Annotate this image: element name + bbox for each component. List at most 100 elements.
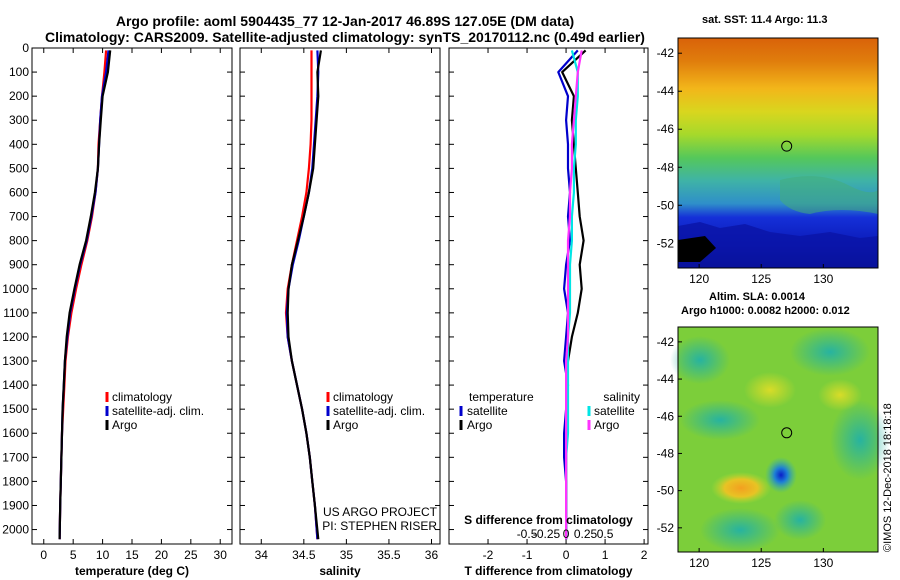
depth-tick-label: 1700 — [2, 450, 29, 464]
sst-ytick-label: -48 — [657, 160, 675, 174]
temp-xtick-label: 15 — [125, 548, 139, 562]
depth-tick-label: 800 — [9, 234, 29, 248]
sdiff-label: S difference from climatology — [464, 513, 633, 527]
sdiff-tick-label: -0.5 — [517, 527, 538, 541]
diff-legend-sal-title: salinity — [603, 390, 640, 404]
sal-legend-label: Argo — [333, 418, 359, 432]
depth-tick-label: 1400 — [2, 378, 29, 392]
depth-tick-label: 200 — [9, 89, 29, 103]
depth-tick-label: 1300 — [2, 354, 29, 368]
temp-legend-label: satellite-adj. clim. — [112, 404, 204, 418]
sst-xtick-label: 125 — [751, 272, 771, 286]
diff-legend-label: satellite — [467, 404, 508, 418]
sla-cold-eddy — [765, 457, 797, 493]
diff-legend-label: Argo — [594, 418, 620, 432]
sst-cold-region — [678, 222, 878, 268]
depth-tick-label: 600 — [9, 185, 29, 199]
sdiff-tick-label: 0 — [563, 527, 570, 541]
depth-tick-label: 1900 — [2, 498, 29, 512]
sla-xtick-label: 130 — [813, 556, 833, 570]
sla-map-title-line1: Altim. SLA: 0.0014 — [709, 291, 805, 303]
sst-ytick-label: -46 — [657, 122, 675, 136]
sla-xtick-label: 125 — [751, 556, 771, 570]
temp-legend-label: Argo — [112, 418, 138, 432]
depth-tick-label: 500 — [9, 161, 29, 175]
sla-ytick-label: -48 — [657, 446, 675, 460]
sst-map — [677, 37, 879, 269]
sst-ytick-label: -52 — [657, 236, 675, 250]
sla-ytick-label: -46 — [657, 409, 675, 423]
diff-xtick-label: 1 — [602, 548, 609, 562]
credit-line1: US ARGO PROJECT — [323, 505, 438, 519]
sal-xtick-label: 36 — [425, 548, 439, 562]
sdiff-tick-label: 0.5 — [597, 527, 614, 541]
diff-legend-label: Argo — [467, 418, 493, 432]
depth-tick-label: 300 — [9, 113, 29, 127]
depth-tick-label: 100 — [9, 65, 29, 79]
sst-ytick-label: -44 — [657, 84, 675, 98]
diff-xtick-label: -1 — [522, 548, 533, 562]
temp-xtick-label: 20 — [155, 548, 169, 562]
depth-tick-label: 0 — [22, 41, 29, 55]
sla-map-frame — [677, 326, 879, 553]
sst-xtick-label: 120 — [689, 272, 709, 286]
imos-side-label: ©IMOS 12-Dec-2018 18:18:18 — [882, 403, 894, 552]
sdiff-tick-label: -0.25 — [533, 527, 561, 541]
diff-xtick-label: 2 — [641, 548, 648, 562]
difference-panel: -2 -1 0 1 2 T difference from climatology S di… — [448, 47, 649, 578]
diff-series-s-argo — [564, 50, 583, 540]
sst-land-mask — [678, 236, 716, 262]
temp-xtick-label: 25 — [184, 548, 198, 562]
sal-legend-label: climatology — [333, 390, 393, 404]
sst-xtick-label: 130 — [813, 272, 833, 286]
sla-ytick-label: -50 — [657, 484, 675, 498]
sst-ytick-label: -42 — [657, 46, 675, 60]
sla-warm-eddy — [711, 472, 771, 504]
sal-frame — [239, 47, 441, 545]
diff-series-t-satellite — [557, 49, 579, 540]
sla-profile-location-marker — [781, 427, 793, 439]
sst-ytick-label: -50 — [657, 198, 675, 212]
sst-teal-region — [780, 176, 878, 214]
sal-xtick-label: 35.5 — [377, 548, 401, 562]
sla-ytick-label: -52 — [657, 521, 675, 535]
diff-xtick-label: 0 — [563, 548, 570, 562]
temp-xtick-label: 10 — [96, 548, 110, 562]
map-axes: -42 -44 -46 -48 -50 -52 120 125 130 -42 -44 -46 -48 -… — [657, 46, 834, 570]
diff-frame — [448, 47, 649, 545]
diff-xtick-label: -2 — [483, 548, 494, 562]
temp-frame — [31, 47, 233, 545]
temp-xlabel: temperature (deg C) — [75, 564, 189, 578]
depth-tick-label: 1500 — [2, 402, 29, 416]
sla-xtick-label: 120 — [689, 556, 709, 570]
sla-map-title-line2: Argo h1000: 0.0082 h2000: 0.012 — [681, 305, 850, 317]
depth-tick-label: 900 — [9, 258, 29, 272]
sdiff-tick-label: 0.25 — [574, 527, 598, 541]
sal-series-argo — [286, 50, 322, 540]
depth-tick-label: 2000 — [2, 523, 29, 537]
imos-timestamp-text: ©IMOS 12-Dec-2018 18:18:18 — [882, 403, 894, 552]
sla-ytick-label: -44 — [657, 372, 675, 386]
sal-xlabel: salinity — [319, 564, 361, 578]
salinity-panel: 34 34.5 35 35.5 36 salinity climatologysatelli… — [239, 47, 441, 578]
temp-legend-label: climatology — [112, 390, 172, 404]
sal-legend-label: satellite-adj. clim. — [333, 404, 425, 418]
depth-tick-label: 700 — [9, 210, 29, 224]
depth-tick-label: 1600 — [2, 426, 29, 440]
sla-ytick-label: -42 — [657, 335, 675, 349]
temperature-panel: 0100200300400500600700800900100011001200… — [2, 41, 233, 578]
temp-xtick-label: 5 — [70, 548, 77, 562]
depth-tick-label: 1100 — [3, 306, 29, 320]
sst-map-frame — [677, 37, 879, 269]
diff-xlabel: T difference from climatology — [464, 564, 632, 578]
depth-tick-label: 400 — [9, 137, 29, 151]
credit-line2: PI: STEPHEN RISER — [322, 519, 437, 533]
diff-legend-label: satellite — [594, 404, 635, 418]
depth-tick-label: 1200 — [2, 330, 29, 344]
sal-xtick-label: 35 — [340, 548, 354, 562]
temp-xtick-label: 0 — [40, 548, 47, 562]
temp-series-argo — [58, 50, 112, 540]
sst-map-title: sat. SST: 11.4 Argo: 11.3 — [702, 14, 828, 26]
sla-map — [670, 326, 890, 553]
